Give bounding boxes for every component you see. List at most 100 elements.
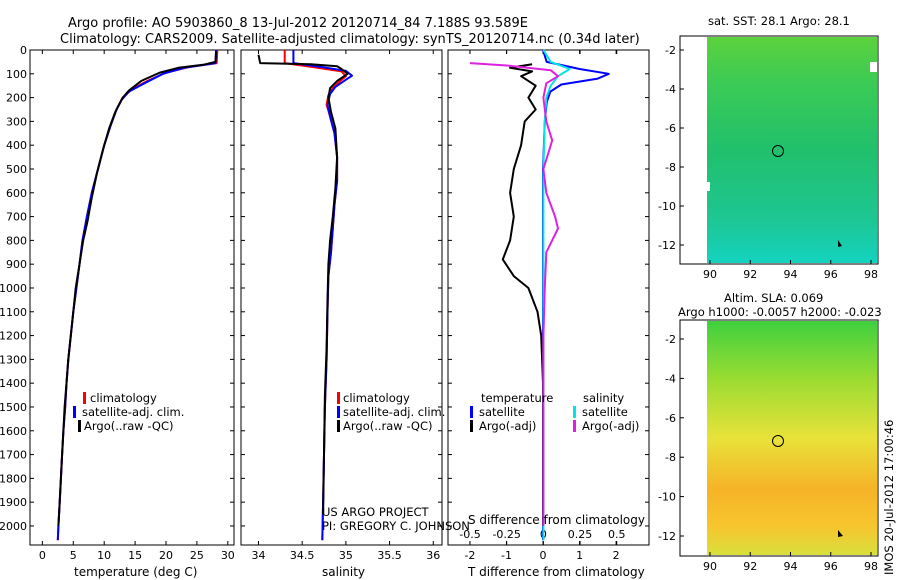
x-tick-label: -0.25 [492, 528, 520, 541]
depth-tick-label: 400 [6, 139, 27, 152]
depth-tick-label: 1400 [0, 377, 27, 390]
x-tick-label: 2 [613, 549, 620, 562]
depth-tick-label: 1100 [0, 306, 27, 319]
x-tick-label: -0.5 [459, 528, 480, 541]
depth-tick-label: 1200 [0, 330, 27, 343]
depth-tick-label: 900 [6, 258, 27, 271]
salinity-axis-label: salinity [322, 565, 365, 579]
map-y-tick-label: -6 [665, 412, 676, 425]
salinity-panel-frame [240, 49, 443, 546]
sla-map-title: Altim. SLA: 0.069 [724, 291, 823, 305]
x-tick-label: -1 [501, 549, 512, 562]
legend-label-s-satellite: satellite [582, 405, 628, 419]
sla-argo-location-marker [772, 435, 784, 447]
map-y-tick-label: -12 [658, 530, 676, 543]
depth-tick-label: 600 [6, 187, 27, 200]
depth-tick-label: 1800 [0, 472, 27, 485]
series-line [469, 62, 559, 526]
x-tick-label: 0.5 [608, 528, 626, 541]
difference-panel-frame [447, 49, 650, 546]
legend-title-temperature: temperature [481, 391, 553, 405]
x-tick-label: -2 [464, 549, 475, 562]
x-tick-label: 36 [426, 549, 440, 562]
difference-legend: temperature salinity satellite Argo(-adj… [470, 391, 639, 433]
map-y-tick-label: -10 [658, 200, 676, 213]
legend-swatch-satellite [73, 406, 76, 418]
sla-map-field [707, 321, 877, 555]
legend-label-satellite: satellite-adj. clim. [82, 405, 184, 419]
series-line [501, 63, 544, 526]
map-x-tick-label: 98 [864, 560, 878, 573]
legend-swatch-climatology [83, 392, 86, 404]
map-y-tick-label: -2 [665, 333, 676, 346]
s-difference-axis-label: S difference from climatology [468, 513, 645, 527]
x-tick-label: 25 [190, 549, 204, 562]
series-line [283, 50, 347, 541]
legend-label-argo: Argo(..raw -QC) [343, 419, 433, 433]
sst-argo-location-marker [772, 145, 784, 157]
map-y-tick-label: -4 [665, 372, 676, 385]
depth-tick-label: 300 [6, 115, 27, 128]
x-tick-label: 0 [39, 549, 46, 562]
map-y-tick-label: -12 [658, 239, 676, 252]
map-x-tick-label: 94 [784, 560, 798, 573]
sla-map-subtitle: Argo h1000: -0.0057 h2000: -0.023 [678, 305, 882, 319]
temperature-profile-lines [56, 49, 219, 541]
map-y-tick-label: -4 [665, 83, 676, 96]
x-tick-label: 34.5 [290, 549, 315, 562]
salinity-profile-lines [257, 50, 353, 541]
salinity-x-ticks: 34 34.5 35 35.5 36 [251, 50, 440, 562]
x-tick-label: 0 [540, 549, 547, 562]
legend-label-climatology: climatology [90, 391, 157, 405]
depth-tick-label: 2000 [0, 520, 27, 533]
depth-axis-ticks: 0 100 200 300 400 500 600 700 800 900 1000 1100 1200… [0, 44, 649, 533]
t-difference-axis-label: T difference from climatology [467, 565, 645, 579]
project-annotation: US ARGO PROJECT [322, 505, 430, 519]
series-line [257, 54, 349, 515]
legend-label-argo: Argo(..raw -QC) [84, 419, 174, 433]
x-tick-label: 10 [97, 549, 111, 562]
depth-tick-label: 1900 [0, 496, 27, 509]
x-tick-label: 35 [339, 549, 353, 562]
depth-tick-label: 0 [20, 44, 27, 57]
legend-swatch-s-satellite [573, 406, 576, 418]
depth-tick-label: 1600 [0, 425, 27, 438]
pi-annotation: PI: GREGORY C. JOHNSON [322, 519, 470, 533]
x-tick-label: 35.5 [377, 549, 402, 562]
salinity-legend: climatology satellite-adj. clim. Argo(..… [337, 391, 445, 433]
sst-map-gap [870, 62, 877, 72]
series-line [57, 51, 218, 527]
legend-swatch-argo [78, 420, 81, 432]
depth-tick-label: 200 [6, 92, 27, 105]
legend-label-climatology: climatology [343, 391, 410, 405]
x-tick-label: 20 [159, 549, 173, 562]
map-x-tick-label: 96 [824, 268, 838, 281]
map-y-tick-label: -10 [658, 491, 676, 504]
legend-label-t-argo: Argo(-adj) [479, 419, 536, 433]
map-x-tick-label: 90 [703, 560, 717, 573]
map-y-tick-label: -6 [665, 122, 676, 135]
legend-label-t-satellite: satellite [479, 405, 525, 419]
map-y-tick-label: -2 [665, 44, 676, 57]
depth-tick-label: 1000 [0, 282, 27, 295]
sst-map-title: sat. SST: 28.1 Argo: 28.1 [708, 14, 850, 28]
sst-map-field [707, 37, 877, 263]
title-line-2: Climatology: CARS2009. Satellite-adjuste… [60, 32, 640, 47]
legend-label-satellite: satellite-adj. clim. [343, 405, 445, 419]
legend-swatch-t-satellite [470, 406, 473, 418]
series-line [292, 50, 353, 541]
temperature-axis-label: temperature (deg C) [74, 565, 197, 579]
legend-swatch-s-argo [573, 420, 576, 432]
depth-tick-label: 700 [6, 211, 27, 224]
title-line-1: Argo profile: AO 5903860_8 13-Jul-2012 2… [68, 16, 528, 31]
map-x-tick-label: 92 [743, 268, 757, 281]
depth-tick-label: 1300 [0, 353, 27, 366]
legend-swatch-climatology [337, 392, 340, 404]
map-x-tick-label: 90 [703, 268, 717, 281]
legend-swatch-satellite [337, 406, 340, 418]
map-x-tick-label: 92 [743, 560, 757, 573]
depth-tick-label: 100 [6, 68, 27, 81]
temperature-x-ticks: 0 5 10 15 20 25 30 [39, 50, 235, 562]
sla-track-arrow [838, 530, 843, 537]
